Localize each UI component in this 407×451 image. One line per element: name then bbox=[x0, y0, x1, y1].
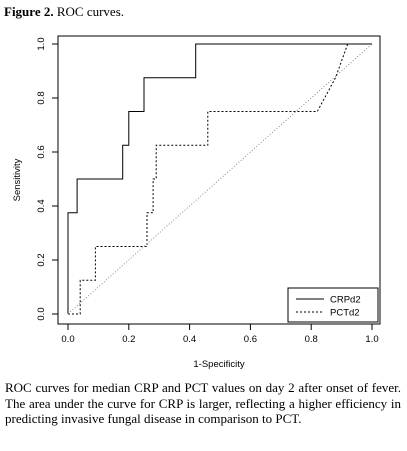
legend: CRPd2 PCTd2 bbox=[287, 287, 379, 323]
series-line-crpd2 bbox=[67, 43, 372, 314]
x-axis: 0.0 0.2 0.4 0.6 0.8 1.0 bbox=[61, 323, 379, 345]
x-axis-title: 1-Specificity bbox=[193, 359, 244, 370]
y-tick-label: 0.0 bbox=[36, 307, 47, 320]
legend-box bbox=[287, 287, 379, 323]
y-tick-label: 0.6 bbox=[36, 145, 47, 158]
y-tick-label: 0.8 bbox=[36, 91, 47, 104]
figure-caption: ROC curves for median CRP and PCT values… bbox=[5, 380, 401, 426]
x-tick-label: 0.6 bbox=[244, 334, 257, 345]
curves bbox=[67, 43, 373, 315]
y-tick-label: 0.4 bbox=[36, 199, 47, 212]
x-tick-label: 0.0 bbox=[61, 334, 74, 345]
figure-header: Figure 2. ROC curves. bbox=[4, 4, 124, 20]
y-tick-label: 1.0 bbox=[36, 37, 47, 50]
legend-label-pctd2: PCTd2 bbox=[330, 308, 360, 319]
x-tick-label: 0.4 bbox=[183, 334, 196, 345]
x-tick-label: 0.2 bbox=[122, 334, 135, 345]
roc-chart: 0.0 0.2 0.4 0.6 0.8 1.0 0.0 0.2 0.4 0.6 0.8 1.0 1-… bbox=[12, 35, 381, 370]
figure-label: Figure 2. bbox=[4, 4, 54, 19]
x-tick-label: 1.0 bbox=[365, 334, 378, 345]
series-line-pctd2 bbox=[68, 43, 372, 315]
y-tick-label: 0.2 bbox=[36, 253, 47, 266]
y-axis: 0.0 0.2 0.4 0.6 0.8 1.0 bbox=[36, 37, 59, 321]
x-tick-label: 0.8 bbox=[305, 334, 318, 345]
y-axis-title: Sensitivity bbox=[12, 158, 23, 201]
legend-label-crpd2: CRPd2 bbox=[330, 295, 361, 306]
figure-title: ROC curves. bbox=[56, 4, 125, 19]
